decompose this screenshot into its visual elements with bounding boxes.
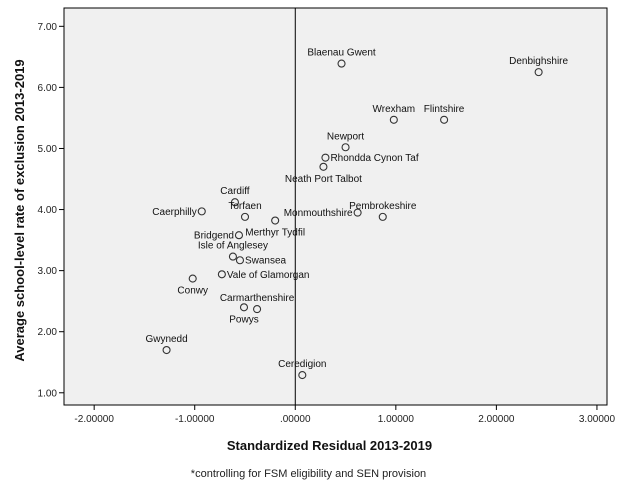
footnote: *controlling for FSM eligibility and SEN… — [190, 468, 427, 480]
y-tick-label: 3.00 — [38, 266, 58, 277]
y-tick-label: 5.00 — [38, 144, 58, 155]
y-tick-label: 7.00 — [38, 22, 58, 33]
point-label: Vale of Glamorgan — [227, 270, 310, 281]
y-tick-label: 2.00 — [38, 327, 58, 338]
y-tick-label: 1.00 — [38, 388, 58, 399]
x-tick-label: -1.00000 — [175, 414, 215, 425]
data-point — [217, 270, 226, 279]
data-point — [240, 212, 250, 221]
data-point — [353, 208, 362, 217]
point-label: Torfaen — [228, 201, 261, 212]
point-label: Cardiff — [220, 186, 249, 197]
point-label: Denbighshire — [509, 56, 568, 67]
point-label: Conwy — [177, 286, 208, 297]
x-tick-label: 2.00000 — [478, 414, 515, 425]
point-label: Pembrokeshire — [349, 201, 417, 212]
data-point — [271, 216, 280, 225]
data-point — [341, 143, 350, 152]
data-point — [234, 231, 244, 240]
point-label: Caerphilly — [152, 207, 196, 218]
y-tick-label: 6.00 — [38, 83, 58, 94]
y-axis-ticks: 1.00 2.00 3.00 4.00 5.00 6.00 7.00 — [38, 22, 64, 399]
x-axis-ticks: -2.00000 -1.00000 .00000 1.00000 2.00000 3.00… — [74, 405, 615, 425]
point-label: Newport — [327, 131, 364, 142]
x-axis-title: Standardized Residual 2013-2019 — [227, 438, 432, 453]
data-point — [298, 371, 307, 380]
y-tick-label: 4.00 — [38, 205, 58, 216]
y-axis-title: Average school-level rate of exclusion 2… — [12, 59, 27, 361]
data-point — [337, 59, 346, 68]
point-label: Ceredigion — [278, 359, 326, 370]
plot-area — [63, 7, 608, 406]
x-tick-label: .00000 — [280, 414, 311, 425]
data-point — [378, 212, 387, 221]
x-tick-label: 3.00000 — [579, 414, 616, 425]
data-point — [230, 198, 239, 207]
point-label: Merthyr Tydfil — [245, 228, 305, 239]
point-label: Blaenau Gwent — [307, 48, 376, 59]
point-label: Neath Port Talbot — [285, 174, 362, 185]
point-label: Gwynedd — [145, 334, 187, 345]
data-point — [162, 345, 171, 355]
data-point — [440, 115, 449, 124]
data-point — [253, 305, 262, 314]
data-point — [321, 153, 330, 162]
point-label: Bridgend — [194, 231, 234, 242]
data-point — [197, 207, 206, 216]
data-point — [319, 162, 328, 171]
data-points: Blaenau Gwent Denbighshire Wrexham Flintshi… — [145, 48, 569, 380]
x-tick-label: 1.00000 — [378, 414, 415, 425]
point-label: Wrexham — [373, 104, 416, 115]
point-label: Monmouthshire — [284, 208, 353, 219]
point-label: Swansea — [245, 256, 287, 267]
x-tick-label: -2.00000 — [74, 414, 114, 425]
point-label: Isle of Anglesey — [198, 241, 268, 252]
point-label: Rhondda Cynon Taf — [330, 153, 418, 164]
point-label: Powys — [229, 314, 258, 325]
data-point — [239, 303, 249, 312]
data-point — [228, 252, 237, 261]
data-point — [235, 256, 245, 265]
data-point — [389, 115, 398, 124]
data-point — [534, 68, 543, 77]
data-point — [188, 274, 197, 283]
point-label: Carmarthenshire — [220, 293, 295, 304]
point-label: Flintshire — [424, 104, 465, 115]
